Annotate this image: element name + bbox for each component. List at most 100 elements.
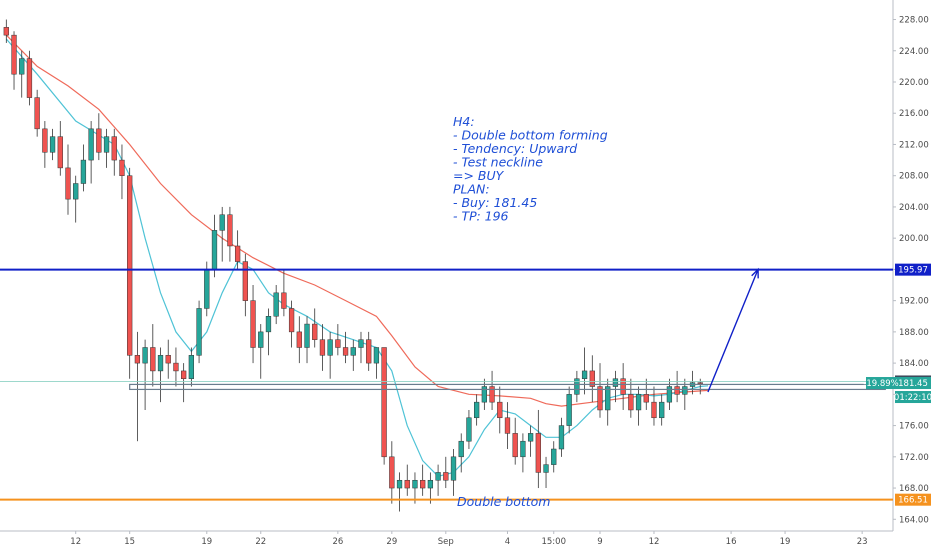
- candle-body: [335, 339, 341, 348]
- candle-body: [474, 401, 480, 419]
- candle: [19, 50, 25, 98]
- candle: [157, 347, 164, 403]
- time-tick-label: 12: [649, 537, 660, 547]
- drawn-levels[interactable]: [0, 267, 893, 501]
- candle-body: [605, 386, 611, 411]
- note-line: PLAN:: [453, 182, 490, 197]
- candle-body: [443, 472, 449, 481]
- candle-body: [589, 370, 595, 387]
- candle: [49, 128, 56, 161]
- candle: [250, 285, 256, 364]
- price-tick-label: 204.00: [899, 203, 929, 213]
- change-badge-text: -19.89%: [863, 379, 898, 389]
- note-line: => BUY: [453, 168, 505, 183]
- candle: [3, 19, 9, 43]
- note-line: H4:: [453, 114, 475, 129]
- candle-body: [281, 292, 287, 309]
- support-price-badge-text: 166.51: [898, 496, 928, 506]
- price-tick-label: 216.00: [899, 109, 929, 119]
- note-line: - Double bottom forming: [453, 128, 608, 143]
- candle-body: [219, 214, 225, 231]
- candle-body: [566, 394, 572, 426]
- candle-body: [3, 27, 9, 36]
- candle-body: [404, 479, 410, 489]
- candle-body: [173, 362, 179, 372]
- candle-body: [427, 479, 434, 489]
- candle-body: [65, 167, 71, 200]
- time-tick-label: 19: [780, 537, 791, 547]
- time-tick-label: 22: [255, 537, 266, 547]
- time-tick-label: 23: [857, 537, 868, 547]
- candle-body: [111, 136, 117, 161]
- candle: [435, 464, 441, 496]
- candle: [612, 370, 619, 403]
- candle-body: [527, 433, 534, 442]
- candle: [574, 370, 580, 403]
- candle: [358, 331, 364, 364]
- candle-body: [458, 440, 464, 458]
- candle-body: [466, 417, 472, 442]
- candle-body: [497, 401, 503, 419]
- candle: [558, 417, 565, 457]
- candle-body: [19, 58, 25, 75]
- candlesticks: [3, 19, 703, 512]
- price-tick-label: 188.00: [899, 328, 929, 338]
- candle-body: [142, 347, 148, 364]
- candle-body: [181, 370, 187, 379]
- candle-body: [512, 433, 518, 458]
- candle: [589, 355, 595, 403]
- candle-body: [80, 159, 87, 184]
- candle-body: [697, 382, 703, 384]
- resistance-price-badge-text: 195.97: [898, 266, 928, 276]
- candle: [142, 339, 148, 410]
- candle-body: [150, 347, 156, 372]
- candle: [88, 121, 94, 184]
- candle-body: [551, 448, 557, 465]
- candle: [119, 144, 125, 200]
- price-tick-label: 220.00: [899, 78, 929, 88]
- candle: [466, 409, 472, 450]
- candle: [635, 386, 642, 426]
- candle-body: [57, 136, 63, 169]
- candle-body: [211, 230, 218, 270]
- candle-body: [227, 214, 233, 247]
- candle: [674, 370, 680, 403]
- note-line: - Buy: 181.45: [453, 195, 537, 210]
- support-price-badge: 166.51: [895, 493, 931, 506]
- note-line: - Test neckline: [453, 155, 543, 170]
- candle-body: [581, 370, 588, 379]
- time-tick-label: 15: [124, 537, 135, 547]
- last-price-badge-bg: [895, 377, 931, 390]
- candle: [127, 167, 133, 379]
- candle-body: [373, 347, 380, 364]
- candle-body: [42, 128, 48, 153]
- time-tick-label: 29: [386, 537, 397, 547]
- candle: [520, 433, 526, 473]
- candle: [219, 206, 225, 262]
- candle-body: [296, 331, 302, 348]
- candle-body: [73, 183, 79, 200]
- candle-body: [612, 378, 619, 387]
- candle-body: [273, 292, 279, 317]
- candle: [42, 121, 48, 168]
- candle-body: [358, 339, 364, 348]
- candle-body: [666, 386, 673, 403]
- candle: [258, 324, 264, 379]
- time-tick-label: 16: [726, 537, 737, 547]
- price-tick-label: 212.00: [899, 140, 929, 150]
- countdown-badge-bg: [895, 391, 931, 404]
- last-price-badge-text: 181.45: [898, 379, 928, 389]
- candle: [173, 347, 179, 387]
- candle: [535, 409, 541, 489]
- candle: [80, 144, 87, 192]
- candle-body: [558, 425, 565, 450]
- time-tick-label: 15:00: [541, 537, 566, 547]
- candle-body: [628, 394, 634, 411]
- price-tick-label: 192.00: [899, 297, 929, 307]
- time-axis[interactable]: 12 15 19 22 26 29 Sep 4 15:00 9 12 16 19 23: [0, 530, 893, 547]
- price-tick-label: 184.00: [899, 359, 929, 369]
- candle: [605, 378, 611, 426]
- candle: [474, 394, 480, 426]
- candle: [265, 308, 272, 356]
